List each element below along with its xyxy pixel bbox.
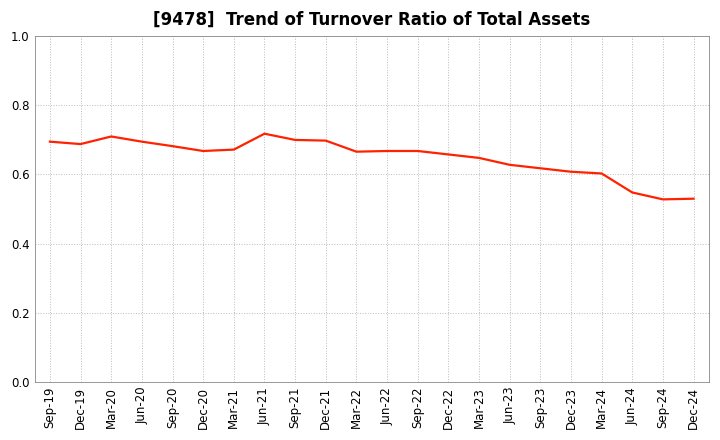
Title: [9478]  Trend of Turnover Ratio of Total Assets: [9478] Trend of Turnover Ratio of Total … xyxy=(153,11,590,29)
